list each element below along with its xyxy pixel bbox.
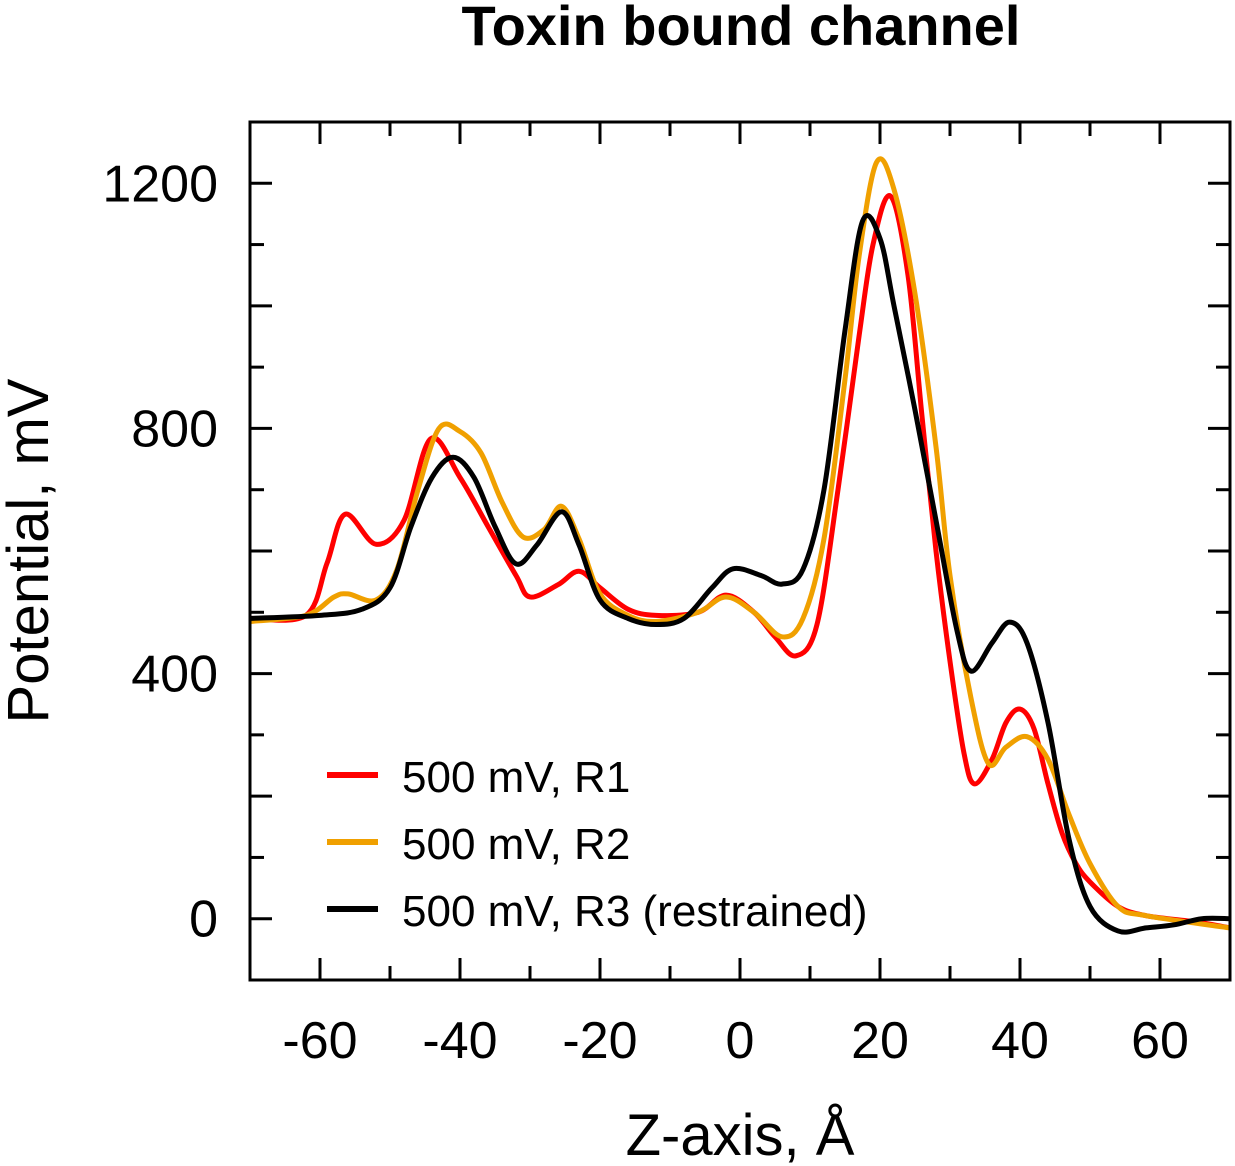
y-axis-label: Potential, mV bbox=[0, 378, 61, 723]
series-line-3 bbox=[249, 213, 1231, 935]
legend-label: 500 mV, R3 (restrained) bbox=[402, 887, 867, 936]
x-tick-label: -40 bbox=[422, 1012, 497, 1070]
x-tick-label: 60 bbox=[1131, 1012, 1189, 1070]
series-lines bbox=[249, 156, 1231, 935]
y-tick-label: 800 bbox=[131, 400, 218, 458]
x-tick-label: -20 bbox=[562, 1012, 637, 1070]
axis-ticks: -60 -40 -20 0 20 40 60 0 400 800 1200 bbox=[102, 120, 1232, 1070]
plot-frame bbox=[248, 120, 1232, 982]
y-tick-label: 400 bbox=[131, 646, 218, 704]
legend: 500 mV, R1 500 mV, R2 500 mV, R3 (restrain… bbox=[327, 753, 867, 936]
chart-title: Toxin bound channel bbox=[462, 0, 1021, 57]
x-tick-label: 0 bbox=[726, 1012, 755, 1070]
x-tick-label: 40 bbox=[991, 1012, 1049, 1070]
x-tick-label: 20 bbox=[851, 1012, 909, 1070]
y-tick-label: 1200 bbox=[102, 155, 218, 213]
y-tick-label: 0 bbox=[189, 891, 218, 949]
x-tick-label: -60 bbox=[282, 1012, 357, 1070]
x-axis-label: Z-axis, Å bbox=[626, 1103, 855, 1166]
legend-label: 500 mV, R1 bbox=[402, 753, 630, 802]
series-line-2 bbox=[249, 156, 1231, 931]
legend-label: 500 mV, R2 bbox=[402, 820, 630, 869]
